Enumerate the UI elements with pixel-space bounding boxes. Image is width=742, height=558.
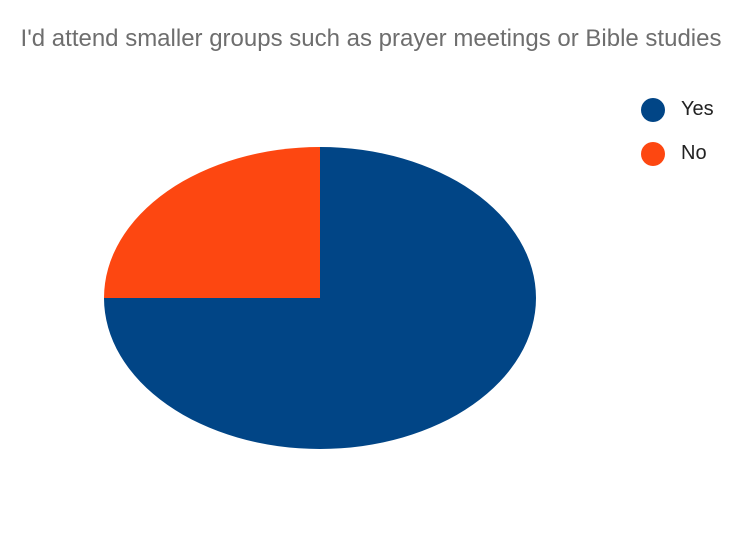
pie-layer [104,147,536,449]
chart-title: I'd attend smaller groups such as prayer… [20,25,722,52]
pie-slice-no[interactable] [104,147,320,298]
legend: Yes No [641,98,714,166]
legend-label-yes: Yes [681,98,714,120]
legend-label-no: No [681,142,707,164]
legend-marker-no [641,142,665,166]
legend-marker-yes [641,98,665,122]
